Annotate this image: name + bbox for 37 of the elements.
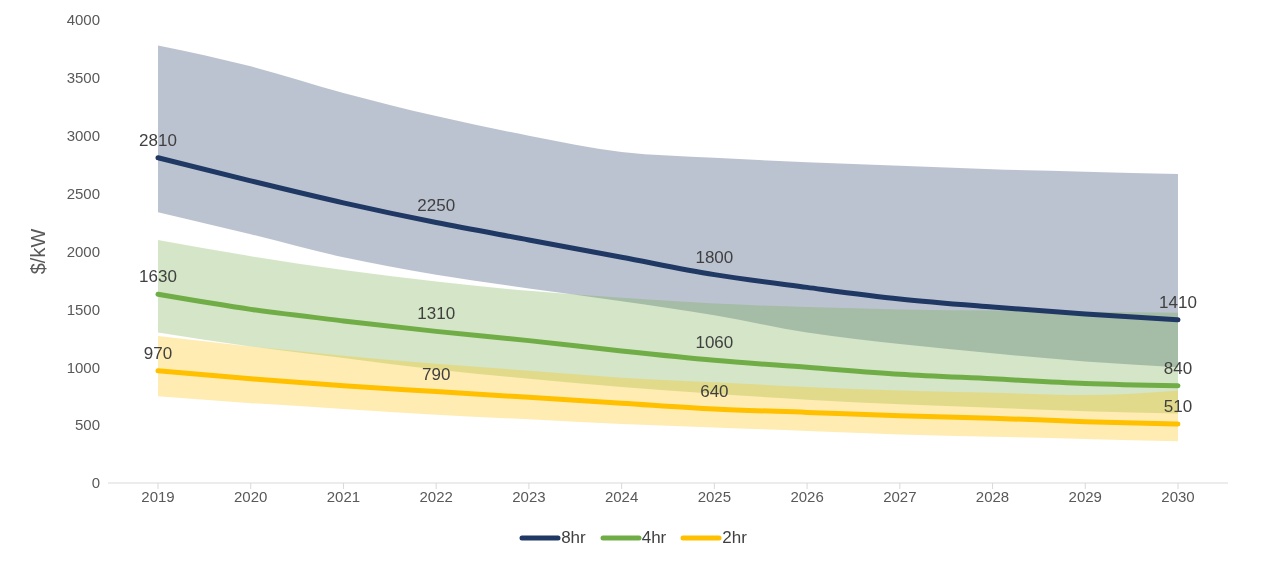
x-tick-label: 2020 xyxy=(234,487,268,505)
x-tick-label: 2025 xyxy=(697,487,732,505)
y-tick-label: 2000 xyxy=(66,242,100,260)
y-tick-label: 3500 xyxy=(66,69,100,87)
data-label: 1800 xyxy=(695,247,734,267)
x-tick-label: 2024 xyxy=(604,487,639,505)
data-label: 1410 xyxy=(1159,292,1197,312)
y-tick-label: 500 xyxy=(74,416,100,434)
data-label: 970 xyxy=(143,343,173,363)
x-tick-label: 2023 xyxy=(512,487,546,505)
x-tick-label: 2021 xyxy=(326,487,361,505)
data-label: 1310 xyxy=(417,304,456,324)
x-tick-label: 2029 xyxy=(1068,487,1102,505)
x-tick-label: 2022 xyxy=(419,487,453,505)
legend-label: 4hr xyxy=(641,528,667,548)
y-tick-label: 2500 xyxy=(66,184,100,202)
x-tick-label: 2030 xyxy=(1161,487,1195,505)
legend-label: 8hr xyxy=(561,528,586,548)
y-tick-label: 1500 xyxy=(66,300,100,318)
x-tick-label: 2028 xyxy=(975,487,1010,505)
data-label: 790 xyxy=(421,364,451,384)
data-label: 510 xyxy=(1163,396,1193,416)
x-tick-label: 2026 xyxy=(790,487,824,505)
y-tick-label: 4000 xyxy=(66,11,100,29)
y-axis-title: $/kW xyxy=(27,228,50,275)
data-label: 840 xyxy=(1163,358,1193,378)
y-tick-label: 0 xyxy=(91,474,100,492)
data-label: 2250 xyxy=(417,195,456,215)
y-tick-label: 3000 xyxy=(66,127,100,145)
x-tick-label: 2027 xyxy=(883,487,917,505)
data-label: 1060 xyxy=(695,333,734,353)
legend-label: 2hr xyxy=(722,528,747,548)
data-label: 1630 xyxy=(139,267,177,287)
data-label: 640 xyxy=(700,381,729,401)
x-tick-label: 2019 xyxy=(141,487,175,505)
y-tick-label: 1000 xyxy=(66,358,100,376)
data-label: 2810 xyxy=(139,130,177,150)
